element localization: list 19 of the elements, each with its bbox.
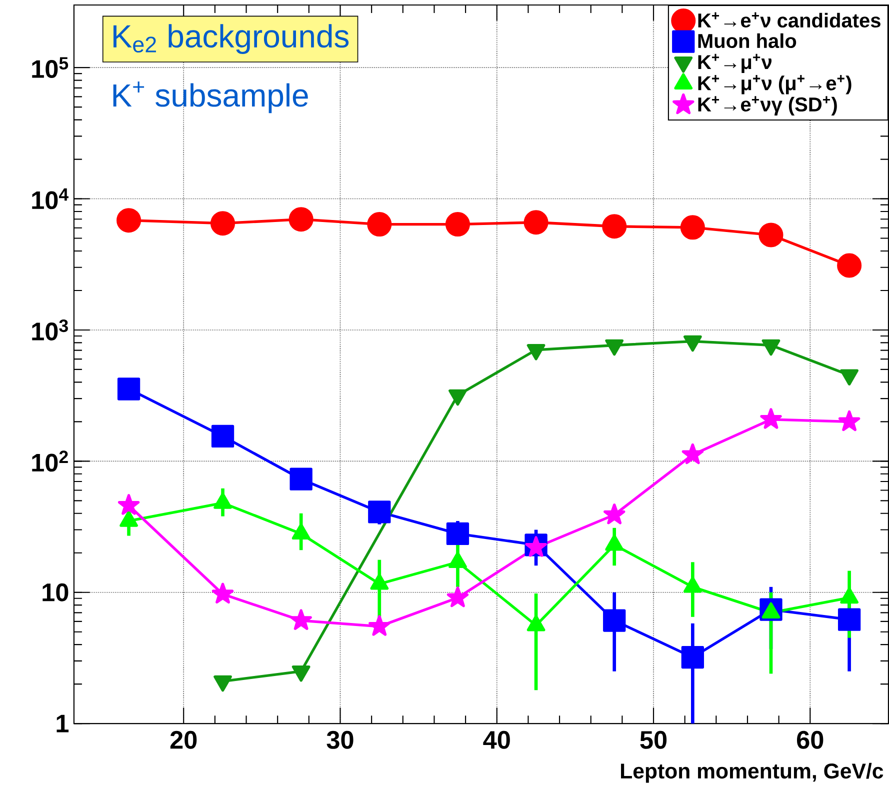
x-tick-label: 30	[326, 731, 354, 750]
x-tick-label: 40	[483, 731, 510, 750]
x-tick-label: 50	[640, 731, 667, 750]
text: K$_{e2}$ backgrounds	[114, 24, 349, 54]
legend-label: K$^{+}$→μ$^{+}$ν	[698, 54, 772, 74]
y-tick-label: 1	[56, 715, 69, 732]
x-axis-title: Lepton momentum, GeV/c	[621, 763, 884, 784]
legend-label: K$^{+}$→e$^{+}$ν candidates	[698, 12, 880, 28]
y-tick-label: 10$^{4}$	[32, 188, 68, 210]
x-tick-label: 60	[796, 731, 824, 750]
y-tick-label: 10$^{3}$	[32, 320, 68, 341]
y-tick-label: 10$^{2}$	[32, 450, 68, 472]
text: K$^{+}$ subsample	[113, 82, 308, 114]
legend-label: K$^{+}$→e$^{+}$νγ (SD$^{+}$)	[698, 96, 837, 116]
y-tick-label: 10$^{5}$	[32, 57, 68, 78]
legend-label: Muon halo	[698, 34, 796, 48]
y-tick-label: 10	[42, 584, 68, 602]
text: K$^{+}$→μ$^{+}$ν (μ$^{+}$→e$^{+}$)	[698, 75, 852, 95]
x-tick-label: 20	[170, 731, 197, 750]
